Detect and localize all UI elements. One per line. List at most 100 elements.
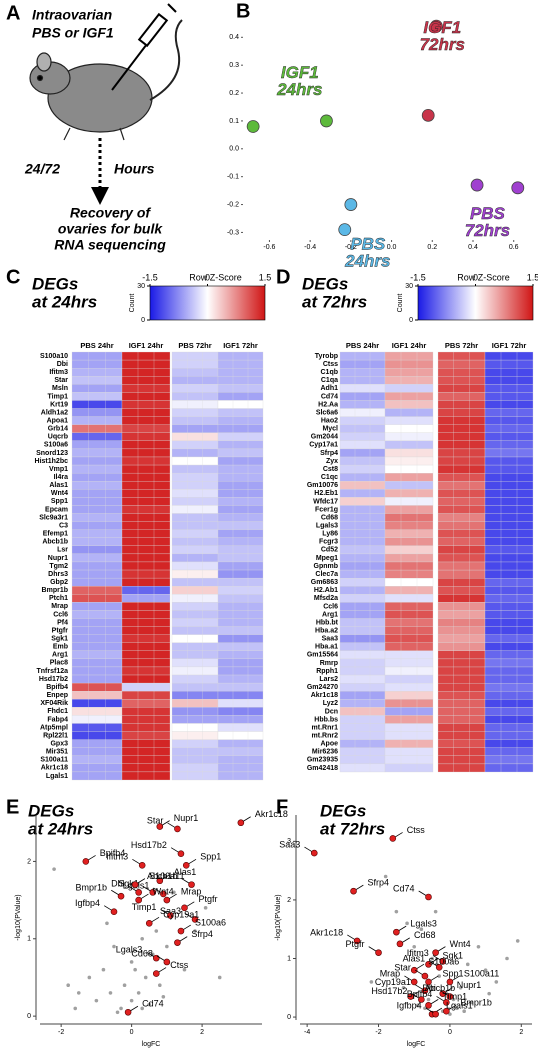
point-label: Cd74 (393, 883, 415, 893)
heat-cell (121, 723, 171, 732)
heat-cell (121, 489, 171, 498)
heat-cell (484, 481, 534, 490)
row-label: Hba.a1 (315, 644, 338, 651)
x-axis-label: logFC (407, 1041, 426, 1048)
heat-cell (171, 529, 219, 538)
heat-cell (217, 432, 264, 441)
point (430, 956, 434, 961)
highlight-point (152, 954, 160, 962)
point (136, 991, 141, 995)
heat-cell (121, 497, 171, 506)
y-tick-label: 0.1 (229, 118, 239, 125)
heat-cell (121, 448, 171, 458)
heat-cell (217, 626, 264, 635)
highlight-point (131, 881, 139, 888)
heat-cell (171, 481, 219, 490)
heat-cell (384, 521, 434, 530)
row-label: Msln (52, 385, 68, 392)
highlight-point (135, 896, 142, 904)
heat-cell (384, 489, 434, 498)
point (458, 985, 463, 990)
title: at 72hrs (302, 292, 367, 311)
heat-cell (121, 464, 171, 474)
heat-cell (171, 384, 219, 393)
x-tick-label: 0.0 (387, 244, 397, 251)
heat-cell (71, 658, 123, 668)
highlight-point (163, 958, 171, 966)
row-label: Hbb.bt (316, 619, 339, 626)
heat-cell (217, 529, 264, 538)
heat-cell (437, 529, 486, 538)
row-label: XF04Rik (40, 700, 68, 707)
point (129, 998, 134, 1003)
row-label: S100a11 (40, 757, 68, 764)
point (405, 921, 409, 926)
heat-cell (171, 666, 219, 676)
panel-label: D (276, 266, 290, 288)
heat-cell (484, 626, 534, 635)
heat-cell (484, 376, 534, 385)
heat-cell (437, 634, 486, 643)
heat-cell (339, 739, 386, 748)
heat-cell (71, 650, 123, 660)
highlight-point (421, 972, 429, 980)
row-label: Wfdc17 (313, 498, 338, 505)
y-tick-label: 0.4 (229, 34, 239, 41)
heat-cell (484, 529, 534, 538)
row-label: Hist1h2bc (35, 458, 69, 465)
point (140, 936, 144, 941)
point-label: Akr1c18 (255, 809, 288, 819)
heat-cell (217, 456, 264, 466)
heat-cell (339, 610, 386, 619)
point (344, 198, 358, 211)
heat-cell (384, 602, 434, 611)
point-label: Wnt4 (153, 886, 174, 896)
heat-cell (384, 464, 434, 474)
highlight-point (435, 963, 443, 971)
heat-cell (339, 408, 386, 417)
heat-cell (339, 618, 386, 627)
row-label: Arg1 (52, 652, 68, 659)
row-label: Gbp2 (50, 579, 68, 586)
heat-cell (217, 553, 264, 563)
x-tick-label: 2 (200, 1029, 204, 1036)
heat-cell (217, 359, 264, 369)
heat-cell (71, 755, 123, 764)
highlight-point (160, 890, 167, 898)
heat-cell (217, 489, 264, 498)
heat-cell (384, 416, 434, 425)
heat-cell (121, 658, 171, 668)
heat-cell (71, 569, 123, 579)
heat-cell (171, 723, 219, 732)
heat-cell (71, 497, 123, 506)
heat-cell (339, 376, 386, 385)
heat-cell (484, 553, 534, 563)
point (515, 939, 520, 943)
x-tick-label: -0.6 (263, 244, 275, 251)
highlight-point (418, 996, 425, 1003)
row-label: Mir6236 (312, 749, 338, 756)
heat-cell (484, 351, 534, 361)
row-label: Fcgr3 (319, 539, 338, 546)
heat-cell (121, 424, 171, 433)
heat-cell (171, 537, 219, 546)
highlight-point (393, 928, 400, 936)
row-label: Akr1c18 (41, 765, 68, 772)
point-label: Star (147, 815, 164, 825)
y-axis-label: -log10(PValue) (275, 894, 282, 940)
point (483, 968, 488, 973)
heat-cell (217, 481, 264, 490)
heat-cell (171, 448, 219, 458)
heat-cell (437, 553, 486, 563)
heat-cell (71, 529, 123, 538)
heat-cell (339, 521, 386, 530)
y-tick-label: 2 (287, 897, 291, 904)
highlight-point (138, 861, 146, 869)
row-label: Ly86 (322, 531, 338, 538)
heat-cell (484, 537, 534, 546)
highlight-point (410, 978, 418, 986)
row-label: Hsd17b2 (39, 676, 68, 683)
row-label: Slc9a3r1 (39, 514, 68, 521)
heat-cell (171, 715, 219, 724)
